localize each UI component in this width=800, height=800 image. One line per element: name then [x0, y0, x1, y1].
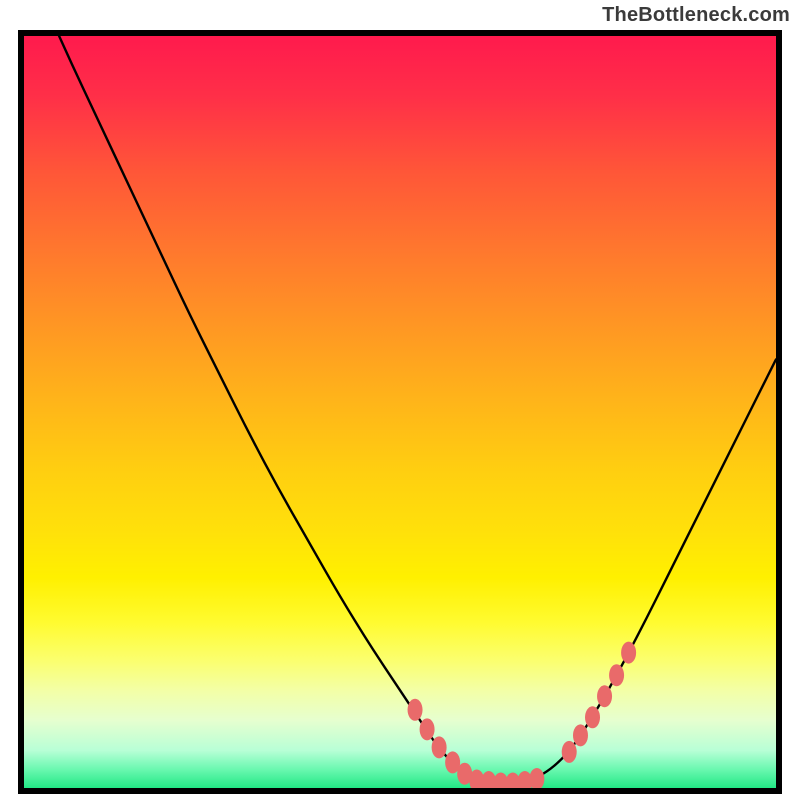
marker-right-1 [573, 724, 588, 746]
marker-right-4 [609, 664, 624, 686]
gradient-background [24, 36, 776, 788]
marker-right-0 [562, 741, 577, 763]
watermark-text: TheBottleneck.com [602, 4, 790, 27]
marker-right-2 [585, 706, 600, 728]
chart-frame [18, 30, 782, 794]
marker-left-1 [420, 718, 435, 740]
marker-right-5 [621, 642, 636, 664]
marker-left-2 [432, 736, 447, 758]
chart-canvas [24, 36, 776, 788]
marker-right-3 [597, 685, 612, 707]
marker-left-0 [408, 699, 423, 721]
page: { "watermark": { "text": "TheBottleneck.… [0, 0, 800, 800]
